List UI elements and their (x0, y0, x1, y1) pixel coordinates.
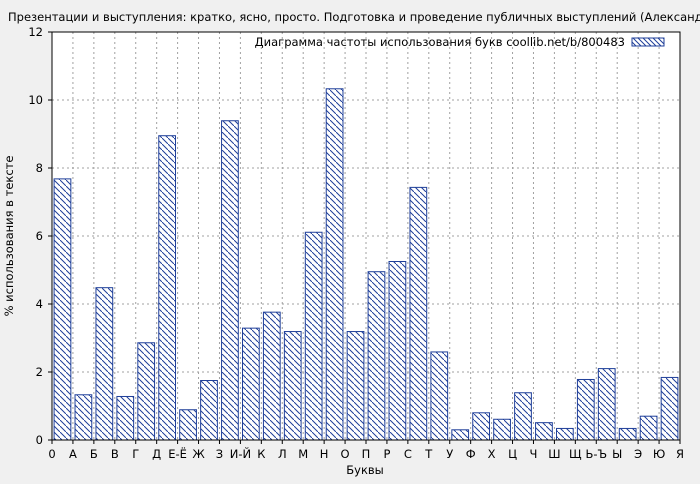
x-tick-label: К (257, 447, 265, 461)
bar-Ь-Ъ: Ь-Ъ: 1.78 (576, 378, 595, 441)
y-tick-label: 2 (36, 365, 43, 379)
bar-Ч: Ч: 1.39 (514, 392, 532, 441)
y-tick-label: 12 (28, 25, 43, 39)
x-tick-label: Д (152, 447, 161, 461)
x-tick-label: Я (676, 447, 684, 461)
x-tick-label: Ь-Ъ (585, 447, 607, 461)
bar-Р: Р: 4.95 (367, 271, 386, 441)
chart-title: Презентации и выступления: кратко, ясно,… (8, 10, 700, 24)
x-tick-label: С (404, 447, 412, 461)
y-axis-label: % использования в тексте (2, 156, 16, 317)
x-tick-label: Г (132, 447, 139, 461)
x-tick-label: Х (488, 447, 496, 461)
x-tick-label: И-Й (230, 446, 251, 461)
x-tick-label: В (111, 447, 119, 461)
bar-К: К: 3.29 (241, 327, 260, 441)
x-tick-label: Б (90, 447, 98, 461)
x-tick-label: Ф (466, 447, 476, 461)
bar-С: С: 5.25 (388, 261, 407, 441)
bar-Х: Х: 0.8 (472, 412, 491, 441)
x-tick-label: Ы (612, 447, 622, 461)
bar-Ш: Ш: 0.51 (535, 422, 553, 441)
x-tick-label: Ш (548, 447, 560, 461)
x-tick-label: Ц (508, 447, 517, 461)
x-tick-label: Р (383, 447, 390, 461)
y-tick-label: 4 (36, 297, 43, 311)
bar-У: У: 2.59 (430, 351, 449, 441)
x-tick-label: Н (320, 447, 329, 461)
y-tick-label: 6 (36, 229, 43, 243)
bar-Е-Ё: Е-Ё: 8.95 (158, 135, 177, 441)
bar-Н: Н: 6.11 (304, 231, 323, 441)
y-tick-label: 0 (36, 433, 43, 447)
y-tick-label: 8 (36, 161, 43, 175)
x-tick-label: Ж (192, 447, 205, 461)
y-tick-label: 10 (28, 93, 43, 107)
bar-Я: Я: 1.84 (660, 376, 679, 441)
legend: Диаграмма частоты использования букв coo… (255, 35, 665, 49)
x-tick-label: 0 (48, 447, 55, 461)
legend-swatch (631, 37, 665, 47)
x-tick-label: Е-Ё (168, 446, 187, 461)
bar-А: А: 7.68 (53, 178, 72, 441)
bar-П: П: 3.19 (346, 331, 365, 441)
x-tick-label: Ч (530, 447, 538, 461)
bar-Э: Э: 0.34 (618, 427, 637, 441)
bar-Ф: Ф: 0.3 (451, 429, 470, 441)
bar-Ц: Ц: 0.61 (493, 418, 511, 441)
x-tick-label: П (362, 447, 371, 461)
bar-Т: Т: 7.43 (409, 186, 428, 441)
bar-Ж: Ж: 0.89 (179, 409, 197, 441)
bar-Ы: Ы: 2.1 (597, 368, 616, 441)
x-tick-label: Э (634, 447, 642, 461)
bar-О: О: 10.33 (325, 88, 344, 441)
bar-З: З: 1.75 (200, 380, 218, 441)
bar-Щ: Щ: 0.34 (555, 427, 574, 441)
bar-В: В: 4.48 (95, 287, 114, 441)
bar-И-Й: И-Й: 9.39 (221, 120, 239, 441)
x-tick-label: Щ (569, 447, 582, 461)
bar-Б: Б: 1.33 (74, 394, 93, 441)
x-tick-label: У (446, 447, 453, 461)
x-tick-label: Ю (653, 447, 665, 461)
bar-М: М: 3.19 (283, 331, 302, 441)
bars: А: 7.68Б: 1.33В: 4.48Г: 1.28Д: 2.86Е-Ё: … (53, 88, 679, 441)
x-tick-label: М (298, 447, 308, 461)
x-tick-label: Т (424, 447, 433, 461)
x-tick-label: Л (278, 447, 287, 461)
x-tick-label: З (216, 447, 223, 461)
x-tick-label: А (69, 447, 77, 461)
legend-label: Диаграмма частоты использования букв coo… (255, 35, 625, 49)
bar-Г: Г: 1.28 (116, 395, 135, 441)
bar-Д: Д: 2.86 (137, 342, 156, 441)
bar-Л: Л: 3.76 (262, 311, 281, 441)
bar-Ю: Ю: 0.7 (639, 415, 658, 441)
x-axis-label: Буквы (346, 463, 384, 477)
x-tick-label: О (341, 447, 350, 461)
grid-lines (52, 32, 680, 440)
